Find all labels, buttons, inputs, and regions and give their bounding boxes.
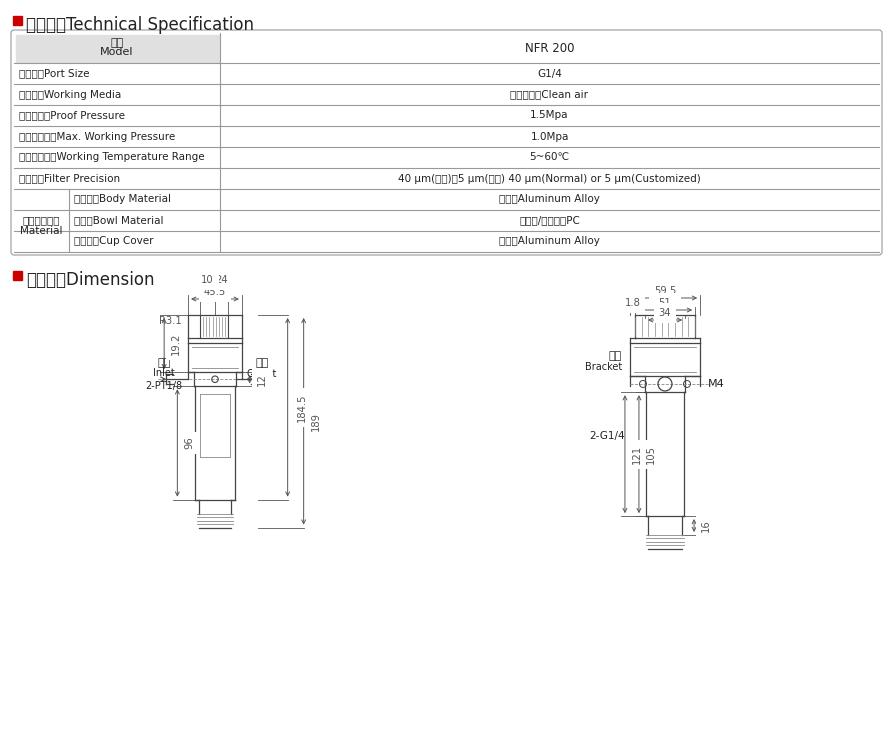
Text: Bracket: Bracket [585,362,622,372]
Text: 保证耐压力Proof Pressure: 保证耐压力Proof Pressure [19,111,125,121]
FancyBboxPatch shape [11,30,882,255]
Text: 型号: 型号 [111,38,123,48]
Text: 59.5: 59.5 [654,286,676,296]
Text: M4: M4 [708,379,725,389]
Bar [13,271,22,280]
Text: 24: 24 [215,275,228,285]
Text: 45.5: 45.5 [204,287,226,297]
Text: 34: 34 [659,308,672,318]
Text: 5~60℃: 5~60℃ [530,152,570,163]
Text: 2-PT1/8: 2-PT1/8 [146,381,183,391]
Text: 10: 10 [201,275,213,285]
Text: 19.2: 19.2 [171,332,181,355]
Text: NFR 200: NFR 200 [525,42,574,54]
Text: 外型尺寸Dimension: 外型尺寸Dimension [26,271,154,289]
Text: 1.0Mpa: 1.0Mpa [530,132,569,141]
Text: 189: 189 [311,412,321,431]
Text: 1.8: 1.8 [624,298,640,308]
Text: 121: 121 [632,444,642,464]
Bar [13,16,22,25]
Text: 杯材质Bowl Material: 杯材质Bowl Material [74,215,163,225]
Text: 本体材质Body Material: 本体材质Body Material [74,195,171,204]
Text: 工作介质Working Media: 工作介质Working Media [19,89,121,100]
Text: 2-G1/4: 2-G1/4 [589,430,625,441]
Text: 105: 105 [646,444,656,463]
Text: 51: 51 [659,298,672,308]
Text: 托架: 托架 [609,351,622,361]
Text: 接管口径Port Size: 接管口径Port Size [19,69,89,78]
Text: 主要配件材质: 主要配件材质 [22,215,60,225]
Text: 使用温度范围Working Temperature Range: 使用温度范围Working Temperature Range [19,152,204,163]
Text: Material: Material [21,226,63,236]
Text: Inlet: Inlet [154,368,175,378]
Text: 杯防护罩Cup Cover: 杯防护罩Cup Cover [74,236,154,247]
Text: 铝合金/聚碳酸酯PC: 铝合金/聚碳酸酯PC [519,215,580,225]
Text: 出口: 出口 [255,358,268,368]
Text: 184.5: 184.5 [296,393,306,422]
Text: Outlet: Outlet [246,369,277,379]
Text: 铝合金Aluminum Alloy: 铝合金Aluminum Alloy [499,195,600,204]
Text: R3.1: R3.1 [159,316,182,326]
Text: 1.5Mpa: 1.5Mpa [530,111,569,121]
Text: G1/4: G1/4 [537,69,562,78]
Text: 入口: 入口 [157,358,171,368]
Text: 12: 12 [256,373,267,386]
Text: 洁净的空气Clean air: 洁净的空气Clean air [511,89,588,100]
Bar [16,35,219,62]
Text: 过滤孔径Filter Precision: 过滤孔径Filter Precision [19,173,121,184]
Text: 铝合金Aluminum Alloy: 铝合金Aluminum Alloy [499,236,600,247]
Text: 技术参数Technical Specification: 技术参数Technical Specification [26,16,254,34]
Text: 96: 96 [184,436,195,449]
Text: 16: 16 [701,519,711,532]
Text: 最高工作压力Max. Working Pressure: 最高工作压力Max. Working Pressure [19,132,175,141]
Text: 40 μm(常规)或5 μm(定制) 40 μm(Normal) or 5 μm(Customized): 40 μm(常规)或5 μm(定制) 40 μm(Normal) or 5 μm… [398,173,701,184]
Text: Model: Model [100,47,134,57]
